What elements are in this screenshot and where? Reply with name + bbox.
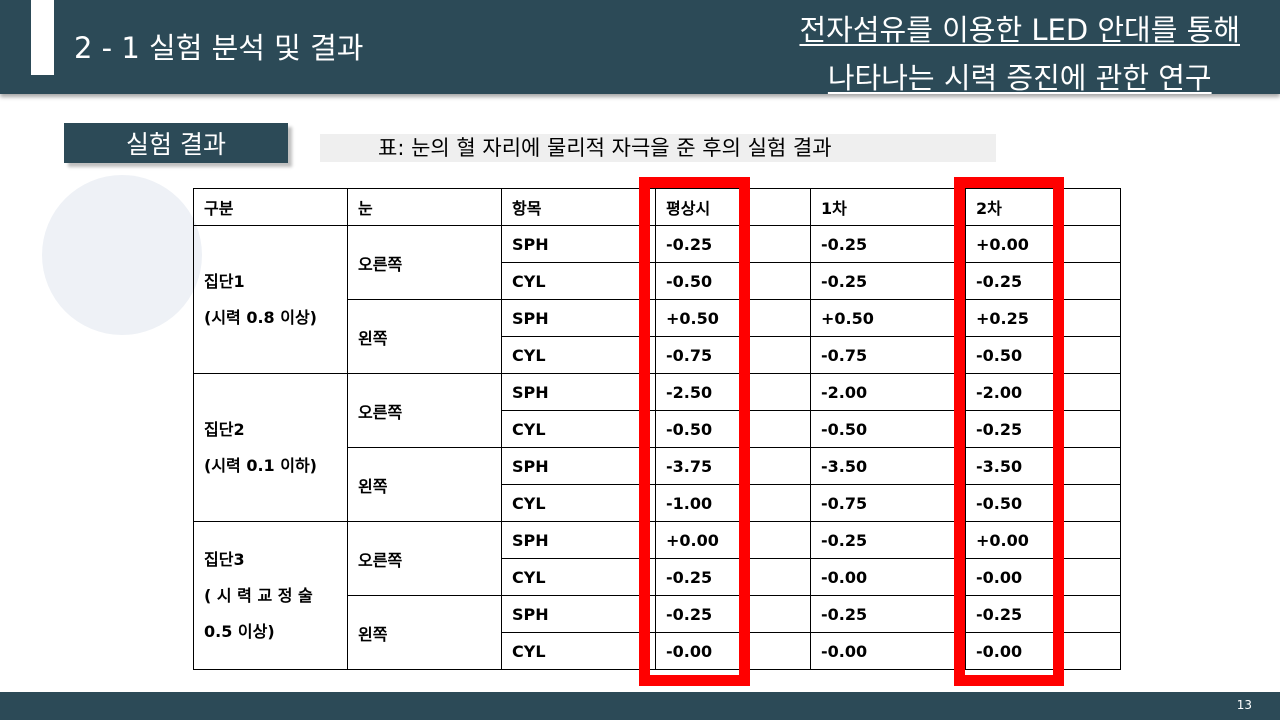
item-cell: CYL — [501, 410, 656, 448]
value-second-cell: -0.25 — [965, 410, 1121, 448]
header-accent-bar — [31, 0, 54, 75]
eye-cell: 왼쪽 — [347, 595, 502, 670]
column-header: 눈 — [347, 188, 502, 226]
table-row: 집단3( 시 력 교 정 술 0.5 이상) 오른쪽 SPH +0.00 -0.25 +0.… — [193, 521, 1121, 670]
value-first-cell: -3.50 — [810, 447, 966, 485]
item-cell: SPH — [501, 521, 656, 559]
value-normal-cell: -0.50 — [655, 262, 811, 300]
value-first-cell: -0.25 — [810, 225, 966, 263]
section-title: 2 - 1 실험 분석 및 결과 — [74, 31, 364, 65]
eye-cell: 오른쪽 — [347, 521, 502, 596]
value-first-cell: -0.75 — [810, 484, 966, 522]
value-second-cell: +0.00 — [965, 521, 1121, 559]
table-row: CYL -0.50 -0.25 -0.25 — [194, 262, 1121, 300]
item-cell: SPH — [501, 299, 656, 337]
value-normal-cell: +0.00 — [655, 521, 811, 559]
column-header: 1차 — [810, 188, 966, 226]
table-row: 집단2 (시력 0.1 이하) 오른쪽 SPH -2.50 -2.00 -2.00 — [193, 373, 1121, 522]
results-table: 구분 눈 항목 평상시 1차 2차 집단1 (시력 0.8 이상) 오른쪽 SPH -0.25 -0.… — [193, 188, 1121, 670]
eye-cell: 왼쪽 — [347, 447, 502, 522]
table-row: CYL -0.75 -0.75 -0.50 — [194, 336, 1121, 374]
column-header: 평상시 — [655, 188, 811, 226]
item-cell: CYL — [501, 632, 656, 670]
table-row: CYL -0.25 -0.00 -0.00 — [194, 558, 1121, 596]
value-normal-cell: -0.25 — [655, 558, 811, 596]
item-cell: SPH — [501, 447, 656, 485]
table-row: 왼쪽 SPH -3.75 -3.50 -3.50 — [194, 447, 1121, 522]
research-title-line1: 전자섬유를 이용한 LED 안대를 통해 — [799, 13, 1240, 47]
column-header: 항목 — [501, 188, 656, 226]
item-cell: CYL — [501, 262, 656, 300]
column-header: 2차 — [965, 188, 1121, 226]
value-normal-cell: -0.25 — [655, 225, 811, 263]
group-cell: 집단2 (시력 0.1 이하) — [193, 373, 348, 522]
item-cell: CYL — [501, 558, 656, 596]
value-second-cell: -0.00 — [965, 558, 1121, 596]
header-bar: 2 - 1 실험 분석 및 결과 전자섬유를 이용한 LED 안대를 통해 나타… — [0, 0, 1280, 95]
value-normal-cell: -1.00 — [655, 484, 811, 522]
footer-bar: 13 — [0, 692, 1280, 720]
value-first-cell: -0.25 — [810, 521, 966, 559]
decorative-circle — [42, 175, 202, 335]
value-normal-cell: -0.00 — [655, 632, 811, 670]
result-label: 실험 결과 — [64, 123, 288, 163]
item-cell: SPH — [501, 373, 656, 411]
value-second-cell: -2.00 — [965, 373, 1121, 411]
value-second-cell: -0.00 — [965, 632, 1121, 670]
item-cell: SPH — [501, 225, 656, 263]
value-first-cell: -0.00 — [810, 632, 966, 670]
table-row: CYL -0.50 -0.50 -0.25 — [194, 410, 1121, 448]
value-second-cell: -0.25 — [965, 595, 1121, 633]
value-first-cell: -2.00 — [810, 373, 966, 411]
eye-cell: 오른쪽 — [347, 225, 502, 300]
table-row: 집단1 (시력 0.8 이상) 오른쪽 SPH -0.25 -0.25 +0.00 — [193, 225, 1121, 374]
value-first-cell: -0.00 — [810, 558, 966, 596]
eye-cell: 오른쪽 — [347, 373, 502, 448]
value-normal-cell: -3.75 — [655, 447, 811, 485]
value-normal-cell: -0.25 — [655, 595, 811, 633]
table-caption: 표: 눈의 혈 자리에 물리적 자극을 준 후의 실험 결과 — [320, 134, 996, 162]
table-header-row: 구분 눈 항목 평상시 1차 2차 — [193, 188, 1121, 226]
value-normal-cell: -0.50 — [655, 410, 811, 448]
value-normal-cell: +0.50 — [655, 299, 811, 337]
eye-cell: 왼쪽 — [347, 299, 502, 374]
value-normal-cell: -2.50 — [655, 373, 811, 411]
value-first-cell: -0.50 — [810, 410, 966, 448]
value-second-cell: +0.00 — [965, 225, 1121, 263]
research-title-line2: 나타나는 시력 증진에 관한 연구 — [827, 61, 1212, 95]
value-first-cell: -0.25 — [810, 595, 966, 633]
table-row: 왼쪽 SPH +0.50 +0.50 +0.25 — [194, 299, 1121, 374]
item-cell: SPH — [501, 595, 656, 633]
value-second-cell: -0.50 — [965, 336, 1121, 374]
column-header: 구분 — [193, 188, 348, 226]
page-number: 13 — [1236, 698, 1252, 712]
value-second-cell: -3.50 — [965, 447, 1121, 485]
value-first-cell: -0.75 — [810, 336, 966, 374]
value-first-cell: -0.25 — [810, 262, 966, 300]
group-cell: 집단3( 시 력 교 정 술 0.5 이상) — [193, 521, 348, 670]
value-first-cell: +0.50 — [810, 299, 966, 337]
value-second-cell: +0.25 — [965, 299, 1121, 337]
value-normal-cell: -0.75 — [655, 336, 811, 374]
results-table-body: 구분 눈 항목 평상시 1차 2차 집단1 (시력 0.8 이상) 오른쪽 SPH -0.25 -0.… — [193, 188, 1121, 670]
table-row: CYL -1.00 -0.75 -0.50 — [194, 484, 1121, 522]
research-title: 전자섬유를 이용한 LED 안대를 통해 나타나는 시력 증진에 관한 연구 — [799, 6, 1240, 102]
value-second-cell: -0.25 — [965, 262, 1121, 300]
table-row: CYL -0.00 -0.00 -0.00 — [194, 632, 1121, 670]
value-second-cell: -0.50 — [965, 484, 1121, 522]
item-cell: CYL — [501, 484, 656, 522]
item-cell: CYL — [501, 336, 656, 374]
group-cell: 집단1 (시력 0.8 이상) — [193, 225, 348, 374]
